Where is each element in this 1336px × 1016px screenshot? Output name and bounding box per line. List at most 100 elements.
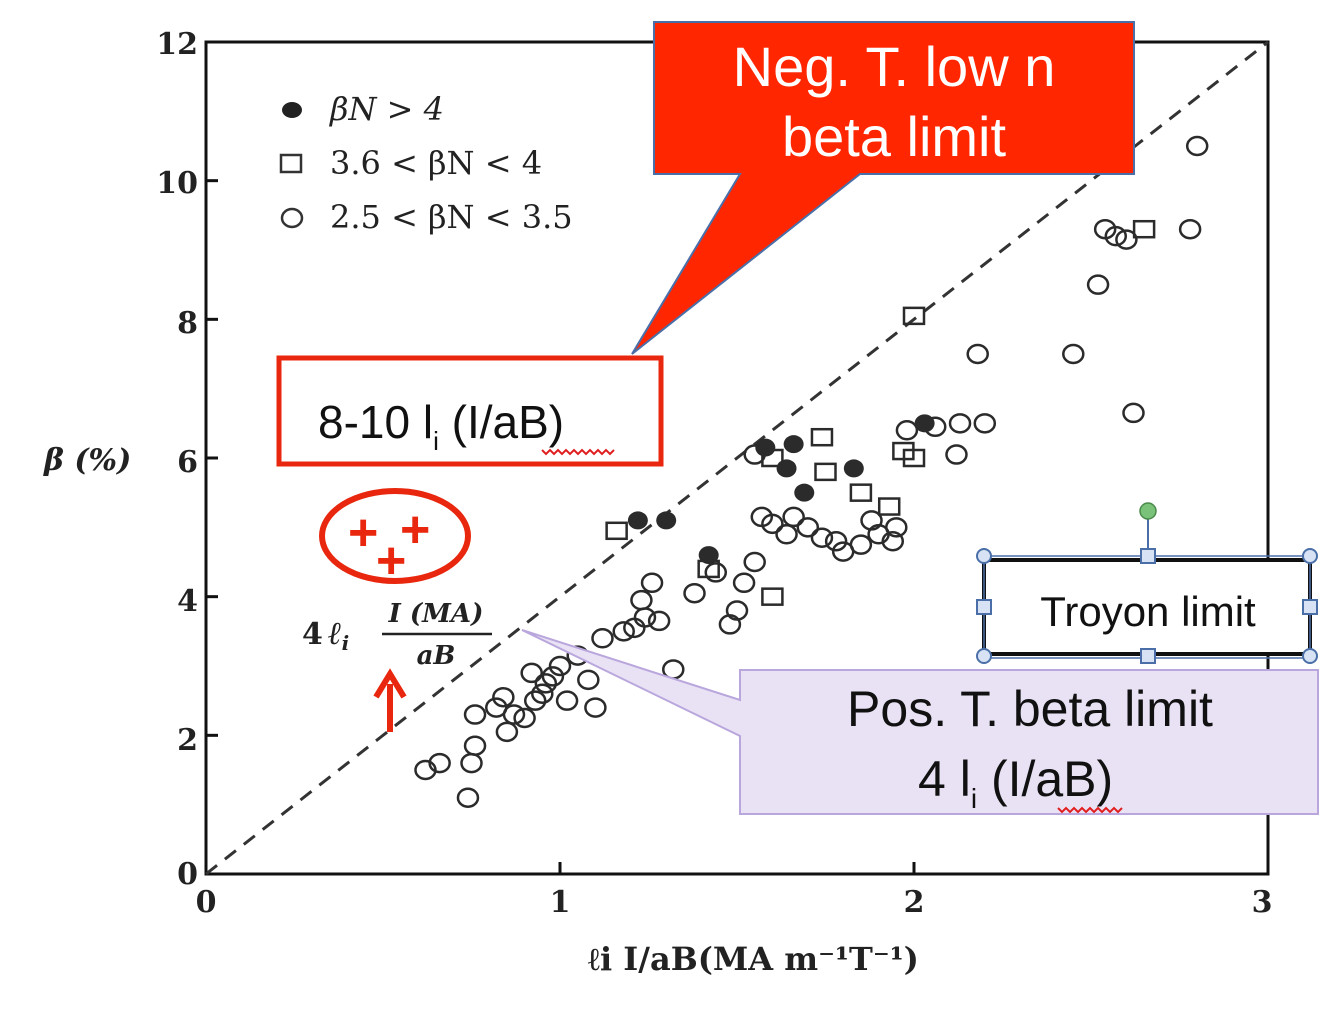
y-tick-label-6: 6: [177, 445, 198, 480]
plus-mark-1: +: [348, 504, 378, 562]
open-circle-marker: [1178, 218, 1202, 240]
open-circle-marker: [495, 721, 519, 743]
pos-callout-title: Pos. T. beta limit: [847, 681, 1213, 737]
open-circle-marker: [782, 506, 805, 528]
x-tick-label-1: 1: [550, 885, 571, 920]
open-circle-marker: [966, 343, 989, 365]
open-circle-marker: [761, 513, 784, 535]
resize-handle-bottom-left[interactable]: [976, 648, 992, 664]
plus-mark-2: +: [400, 501, 430, 559]
open-circle-marker: [513, 707, 536, 729]
open-circle-marker: [531, 683, 554, 704]
line-label: 4 ℓi I (MA) aB: [302, 599, 492, 671]
open-circle-marker: [502, 704, 526, 725]
open-circle-marker: [460, 752, 483, 774]
rotate-handle[interactable]: [1139, 502, 1157, 520]
square-marker: [1132, 219, 1156, 239]
open-circle-marker: [1104, 225, 1128, 247]
open-circle-marker: [824, 530, 848, 552]
resize-handle-bottom[interactable]: [1140, 648, 1156, 664]
x-tick-label-0: 0: [196, 885, 217, 920]
open-circle-marker: [895, 420, 919, 441]
axis-ticks: [204, 40, 1270, 876]
pos-formula-underline: [1057, 806, 1123, 814]
square-marker: [605, 521, 628, 541]
open-circle-marker: [810, 527, 834, 548]
resize-handle-top-left[interactable]: [976, 548, 992, 564]
open-circle-marker: [428, 752, 451, 774]
red-up-arrow: [373, 668, 407, 732]
open-circle-marker: [704, 562, 728, 583]
filled-circle-marker: [656, 511, 677, 530]
square-marker: [877, 497, 901, 516]
legend-label-square: 3.6 < βN < 4: [330, 144, 542, 182]
y-tick-label-4: 4: [177, 584, 198, 619]
open-circle-marker: [1122, 402, 1145, 424]
filled-circle-marker: [776, 459, 797, 478]
open-circle-marker: [577, 669, 600, 691]
pos-callout-shape: [521, 629, 1319, 815]
neg-triangularity-callout: Neg. T. low n beta limit: [631, 21, 1135, 355]
neg-formula-underline: [541, 448, 615, 456]
open-circle-marker: [541, 666, 565, 687]
open-circle-marker: [630, 589, 653, 611]
neg-callout-line2: beta limit: [782, 105, 1007, 168]
resize-handle-bottom-right[interactable]: [1302, 648, 1318, 664]
resize-handle-left[interactable]: [976, 599, 992, 615]
open-circle-marker: [523, 690, 547, 711]
y-tick-label-2: 2: [177, 723, 198, 758]
troyon-limit-box[interactable]: Troyon limit: [976, 502, 1318, 664]
legend: βN > 4 3.6 < βN < 4 2.5 < βN < 3.5: [279, 90, 573, 236]
open-circle-marker: [743, 551, 766, 573]
open-circle-marker: [732, 572, 756, 594]
resize-handle-top[interactable]: [1140, 548, 1156, 564]
y-axis-label: β (%): [43, 443, 131, 478]
open-circle-marker: [463, 704, 487, 725]
open-circle-marker: [948, 413, 972, 434]
open-circle-marker: [640, 572, 664, 594]
troyon-dashed-line: [205, 40, 1269, 876]
filled-circle-marker: [783, 435, 804, 454]
open-circle-marker: [555, 690, 579, 711]
square-marker: [902, 306, 926, 326]
open-circle-marker: [633, 607, 657, 628]
pos-callout-formula: 4 li (I/aB): [918, 751, 1113, 814]
open-circle-marker: [775, 524, 798, 545]
open-circle-marker: [548, 655, 572, 677]
plus-mark-3: +: [376, 532, 406, 590]
legend-filled-circle-icon: [282, 102, 302, 118]
open-circle-marker: [973, 413, 997, 434]
filled-circle-marker: [794, 483, 815, 502]
line-label-coef: 4: [302, 617, 323, 652]
line-label-li: ℓi: [328, 614, 349, 655]
open-circle-marker: [520, 662, 543, 684]
legend-label-filled: βN > 4: [329, 90, 444, 128]
open-circle-marker: [796, 517, 820, 538]
y-tick-label-10: 10: [156, 166, 198, 201]
square-marker: [849, 483, 873, 502]
legend-label-open: 2.5 < βN < 3.5: [330, 198, 573, 236]
resize-handle-right[interactable]: [1302, 599, 1318, 615]
square-marker: [902, 448, 926, 468]
filled-circle-marker: [698, 546, 719, 565]
troyon-box-text[interactable]: Troyon limit: [1040, 588, 1256, 635]
open-circle-marker: [584, 697, 607, 718]
y-tick-label-8: 8: [177, 306, 198, 341]
x-axis-label: ℓi I/aB(MA m⁻¹T⁻¹): [588, 940, 919, 978]
open-circle-marker: [1115, 229, 1138, 250]
neg-formula-box: [276, 355, 664, 467]
open-circle-marker: [492, 686, 515, 708]
legend-square-icon: [279, 153, 303, 174]
filled-circle-marker: [627, 511, 648, 530]
pos-triangularity-callout: Pos. T. beta limit 4 li (I/aB): [521, 629, 1319, 815]
open-circle-marker: [881, 530, 905, 552]
open-circle-marker: [591, 628, 614, 649]
square-marker: [761, 587, 784, 606]
open-circle-marker: [456, 787, 480, 808]
filled-circle-marker: [755, 438, 776, 457]
y-tick-label-12: 12: [156, 27, 198, 62]
open-circle-marker: [945, 444, 968, 465]
square-marker: [697, 559, 720, 579]
resize-handle-top-right[interactable]: [1302, 548, 1318, 564]
